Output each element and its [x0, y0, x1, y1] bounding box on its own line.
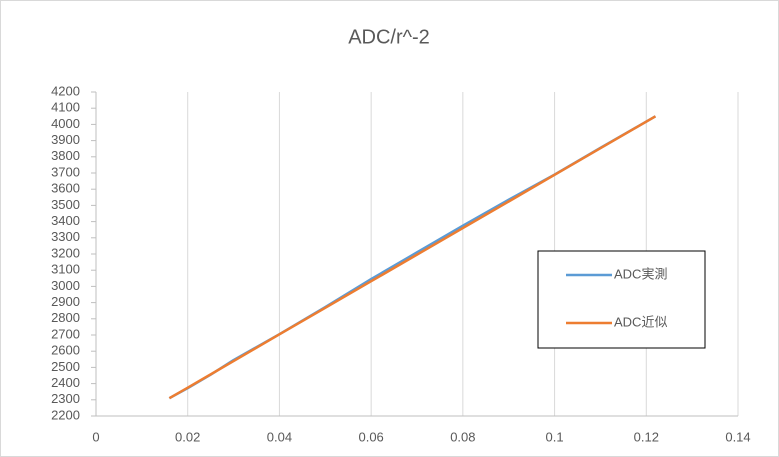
series-line: [168, 115, 657, 400]
y-tick-label: 4100: [51, 100, 80, 115]
x-tick-label: 0.1: [546, 429, 564, 444]
x-tick-label: 0.12: [634, 429, 659, 444]
y-tick-label: 4000: [51, 116, 80, 131]
y-tick-label: 3300: [51, 229, 80, 244]
y-tick-label: 4200: [51, 83, 80, 98]
y-tick-label: 3900: [51, 132, 80, 147]
y-tick-label: 3000: [51, 278, 80, 293]
x-tick-label: 0.04: [267, 429, 292, 444]
x-tick-label: 0.14: [725, 429, 750, 444]
x-tick-label: 0.02: [175, 429, 200, 444]
y-tick-label: 3100: [51, 262, 80, 277]
y-tick-label: 2300: [51, 391, 80, 406]
y-tick-label: 3200: [51, 245, 80, 260]
y-tick-label: 3400: [51, 213, 80, 228]
y-tick-label: 3800: [51, 148, 80, 163]
y-tick-label: 2700: [51, 326, 80, 341]
y-tick-label: 2600: [51, 343, 80, 358]
legend-box: [537, 250, 706, 349]
x-tick-label: 0: [92, 429, 99, 444]
x-tick-label: 0.08: [450, 429, 475, 444]
y-tick-label: 3600: [51, 181, 80, 196]
y-tick-label: 3500: [51, 197, 80, 212]
legend-label: ADC近似: [614, 314, 667, 329]
x-tick-label: 0.06: [358, 429, 383, 444]
chart-title: ADC/r^-2: [348, 26, 430, 48]
y-tick-label: 2800: [51, 310, 80, 325]
y-tick-label: 2200: [51, 407, 80, 422]
y-tick-label: 2900: [51, 294, 80, 309]
legend-label: ADC実測: [614, 266, 667, 281]
y-tick-label: 2400: [51, 375, 80, 390]
y-tick-label: 2500: [51, 359, 80, 374]
y-tick-label: 3700: [51, 164, 80, 179]
